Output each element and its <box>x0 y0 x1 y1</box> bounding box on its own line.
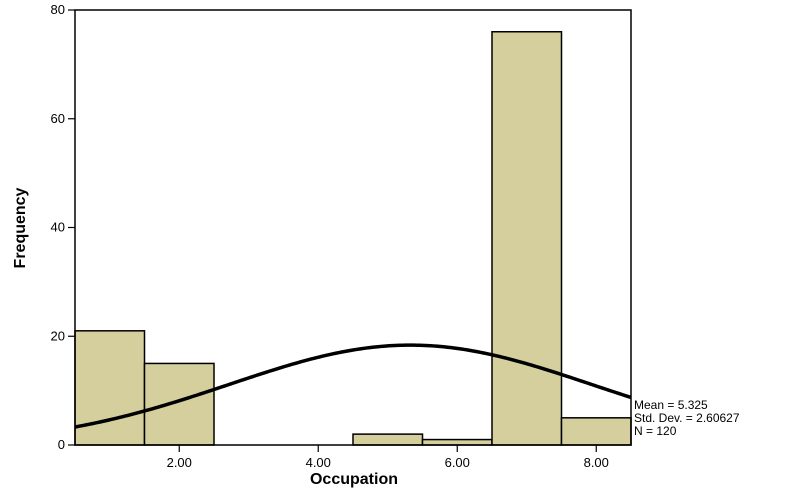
y-axis-title: Frequency <box>12 187 29 268</box>
x-tick-label: 2.00 <box>167 455 192 470</box>
histogram-bar <box>143 362 215 446</box>
y-tick-label: 20 <box>51 328 65 343</box>
histogram-bar <box>491 31 563 446</box>
y-tick-label: 80 <box>51 2 65 17</box>
x-tick-label: 8.00 <box>584 455 609 470</box>
histogram-bar <box>560 417 632 446</box>
x-axis-title: Occupation <box>310 471 398 488</box>
histogram-bar <box>352 433 424 446</box>
x-tick-label: 4.00 <box>306 455 331 470</box>
y-tick-label: 40 <box>51 220 65 235</box>
histogram-bar <box>421 438 493 446</box>
bars <box>74 31 632 446</box>
x-axis: 2.00 4.00 6.00 8.00 <box>167 445 609 470</box>
y-tick-label: 60 <box>51 111 65 126</box>
mean-stat: Mean = 5.325 <box>634 398 708 412</box>
y-axis: 0 20 40 60 80 <box>51 2 75 452</box>
histogram-bar <box>74 330 146 446</box>
normal-curve <box>74 343 632 429</box>
n-stat: N = 120 <box>634 424 677 438</box>
x-tick-label: 6.00 <box>445 455 470 470</box>
y-tick-label: 0 <box>58 437 65 452</box>
std-stat: Std. Dev. = 2.60627 <box>634 411 740 425</box>
